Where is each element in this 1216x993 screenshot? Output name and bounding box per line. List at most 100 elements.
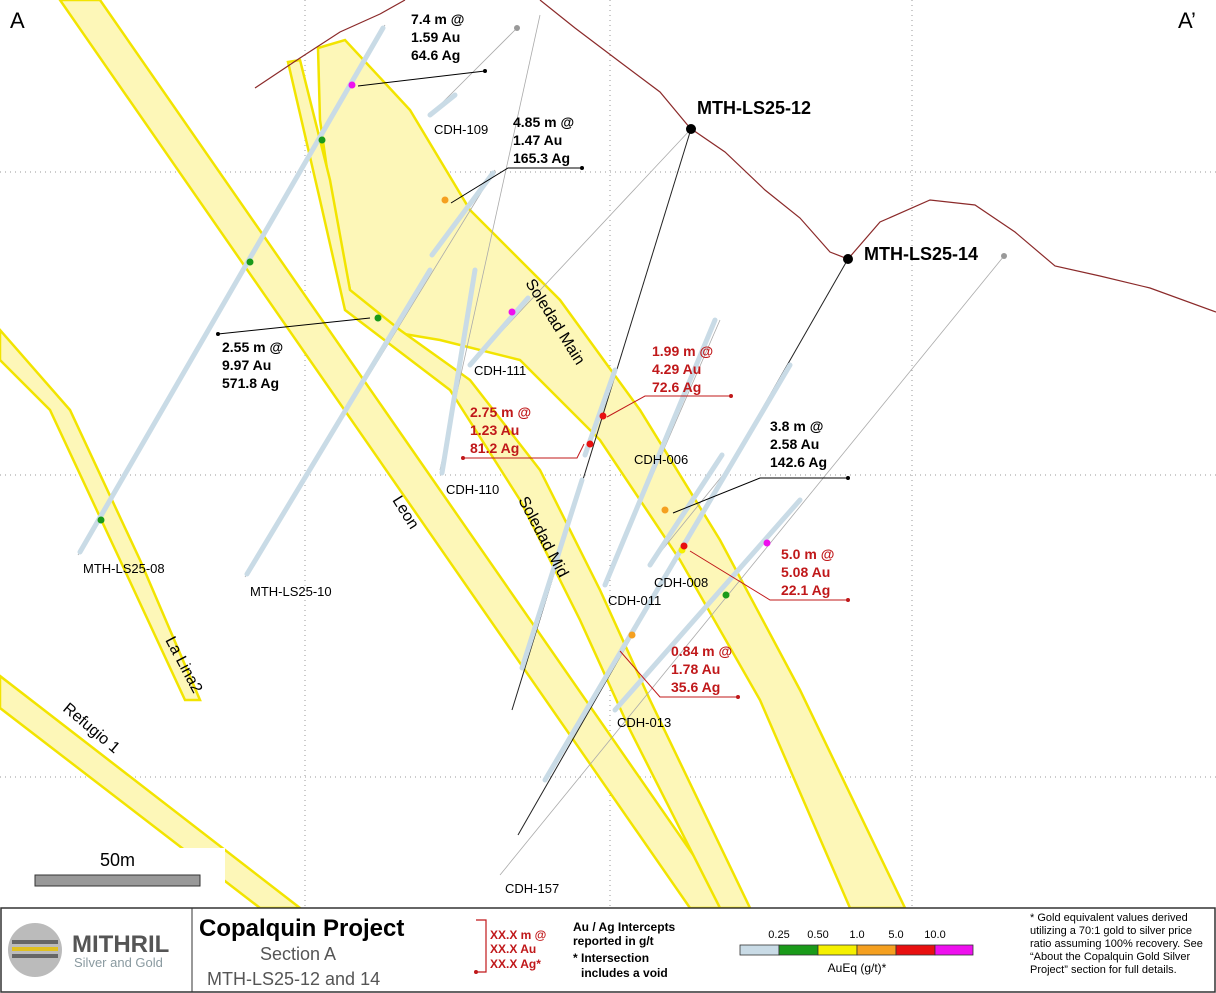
key-text: XX.X Au	[490, 942, 536, 956]
leader-dot	[846, 476, 850, 480]
hole-label: CDH-008	[654, 575, 708, 590]
vein-soledad-mid	[286, 58, 752, 910]
hole-label: CDH-109	[434, 122, 488, 137]
intercept-text: 4.29 Au	[652, 361, 701, 377]
note-line: “About the Copalquin Gold Silver	[1030, 951, 1191, 963]
intercept-text: 64.6 Ag	[411, 47, 460, 63]
scale-title: AuEq (g/t)*	[828, 961, 887, 975]
hole-label: CDH-013	[617, 715, 671, 730]
scale-tick: 10.0	[924, 929, 945, 941]
section-end: A	[10, 8, 25, 33]
leader-line	[606, 395, 731, 418]
scale-tick: 1.0	[849, 929, 864, 941]
topography	[539, 0, 1216, 313]
scale-tick: 5.0	[888, 929, 903, 941]
hole-label: CDH-157	[505, 881, 559, 896]
intercept-text: 3.8 m @	[770, 418, 823, 434]
hole-core	[429, 170, 496, 258]
leader-dot	[483, 69, 487, 73]
hole-core	[467, 295, 531, 368]
collar	[843, 254, 853, 264]
intercept-text: 7.4 m @	[411, 11, 464, 27]
hole-label: MTH-LS25-10	[250, 584, 332, 599]
hole-label: MTH-LS25-08	[83, 561, 165, 576]
hole-trace	[499, 255, 1005, 876]
collar	[686, 124, 696, 134]
grade-interval	[374, 314, 382, 322]
grade-interval	[246, 258, 254, 266]
footer-frame	[0, 907, 1216, 993]
intercept-text: 5.08 Au	[781, 564, 830, 580]
note-line: utilizing a 70:1 gold to silver price	[1030, 925, 1192, 937]
hole-core	[612, 497, 803, 713]
scale-swatch	[856, 944, 897, 956]
collar-label: MTH-LS25-14	[864, 244, 978, 264]
hole-core	[439, 267, 478, 476]
intercept-text: 2.75 m @	[470, 404, 531, 420]
grade-interval	[661, 506, 669, 514]
scale-tick: 0.25	[768, 929, 789, 941]
veins	[0, 0, 907, 910]
leader-dot	[461, 456, 465, 460]
footer: MITHRIL Silver and Gold Copalquin Projec…	[0, 907, 1216, 993]
intercept-text: 9.97 Au	[222, 357, 271, 373]
hole-core	[542, 362, 793, 783]
intercept-text: 571.8 Ag	[222, 375, 279, 391]
scale-swatch	[817, 944, 858, 956]
scale-swatch	[934, 944, 974, 956]
hole-label: CDH-011	[608, 593, 661, 608]
grade-interval	[586, 440, 594, 448]
note-line: * Gold equivalent values derived	[1030, 912, 1188, 924]
note-line: ratio assuming 100% recovery. See	[1030, 938, 1203, 950]
logo-tagline: Silver and Gold	[74, 955, 163, 970]
grade-interval	[441, 196, 449, 204]
note-line: Project” section for full details.	[1030, 964, 1177, 976]
intercept-text: 81.2 Ag	[470, 440, 519, 456]
logo-stripe	[12, 954, 58, 958]
scale-swatch	[895, 944, 936, 956]
hole-core	[77, 25, 386, 555]
leader-dot	[216, 332, 220, 336]
leader-line	[672, 477, 848, 514]
key-note: includes a void	[581, 966, 668, 980]
intercept-text: 1.23 Au	[470, 422, 519, 438]
section-title: Section A	[260, 944, 336, 964]
grade-interval	[763, 539, 771, 547]
collar-label: MTH-LS25-12	[697, 98, 811, 118]
drill-holes	[77, 14, 1007, 876]
intercept-text: 2.55 m @	[222, 339, 283, 355]
scale-bar	[34, 874, 201, 887]
section-end: A’	[1178, 8, 1196, 33]
intercept-text: 1.99 m @	[652, 343, 713, 359]
intercept-text: 1.78 Au	[671, 661, 720, 677]
collar	[514, 25, 520, 31]
grade-interval	[628, 631, 636, 639]
intercept-text: 22.1 Ag	[781, 582, 830, 598]
key-text: XX.X Ag*	[490, 957, 541, 971]
hole-core	[244, 267, 433, 577]
leader-dot	[729, 394, 733, 398]
hole-core	[519, 477, 585, 671]
grade-interval	[680, 542, 688, 550]
intercept-text: 4.85 m @	[513, 114, 574, 130]
leader-dot	[580, 166, 584, 170]
scale-label: 50m	[100, 850, 135, 870]
grade-interval	[318, 136, 326, 144]
hole-label: CDH-110	[446, 482, 499, 497]
intercept-text: 72.6 Ag	[652, 379, 701, 395]
scale-swatch	[778, 944, 819, 956]
intercept-text: 35.6 Ag	[671, 679, 720, 695]
intercept-text: 0.84 m @	[671, 643, 732, 659]
grade-interval	[599, 412, 607, 420]
intercept-text: 1.47 Au	[513, 132, 562, 148]
intercept-text: 165.3 Ag	[513, 150, 570, 166]
leader-line	[689, 550, 848, 601]
grade-interval	[722, 591, 730, 599]
grade-interval	[97, 516, 105, 524]
hole-core	[647, 452, 725, 568]
key-bracket	[476, 919, 487, 973]
leader-line	[463, 443, 585, 459]
leader-line	[217, 317, 371, 335]
logo-name: MITHRIL	[72, 931, 169, 958]
logo-stripe	[12, 940, 58, 944]
